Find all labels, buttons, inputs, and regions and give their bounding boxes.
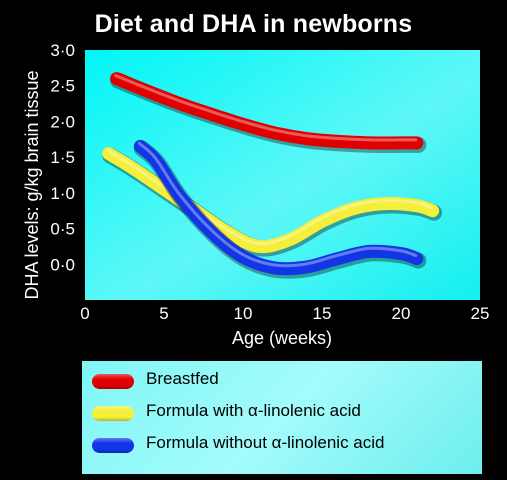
x-axis-label: Age (weeks) (232, 328, 332, 348)
series-line-formula-with-ala-highlight (106, 149, 434, 246)
legend-label: Formula without α-linolenic acid (146, 433, 385, 452)
y-axis-label: DHA levels: g/kg brain tissue (22, 70, 42, 299)
x-tick-label: 10 (234, 304, 253, 323)
y-tick-label: 1·0 (50, 184, 75, 203)
legend-swatch (92, 438, 134, 453)
x-tick-label: 0 (80, 304, 89, 323)
legend-label: Formula with α-linolenic acid (146, 401, 361, 420)
y-tick-label: 3·0 (50, 41, 75, 60)
series-lines (102, 72, 443, 279)
legend-item: Formula with α-linolenic acid (82, 398, 482, 428)
x-tick-label: 20 (392, 304, 411, 323)
legend-item: Formula without α-linolenic acid (82, 430, 482, 460)
legend: Breastfed Formula with α-linolenic acid Fo… (82, 361, 482, 474)
legend-label: Breastfed (146, 369, 219, 388)
series-line-formula-without-ala (133, 139, 424, 276)
legend-item: Breastfed (82, 366, 482, 396)
y-tick-label: 0·5 (50, 220, 75, 239)
series-line-formula-with-ala (102, 147, 440, 254)
x-tick-labels: 0 5 10 15 20 25 (80, 304, 489, 323)
series-line-breastfed-highlight (114, 74, 418, 142)
y-tick-label: 2·5 (50, 77, 75, 96)
series-line-breastfed (110, 72, 424, 150)
legend-swatch (92, 374, 134, 389)
series-line-formula-without-ala-highlight (137, 141, 418, 268)
y-tick-label: 1·5 (50, 148, 75, 167)
y-tick-label: 2·0 (50, 112, 75, 131)
x-tick-label: 15 (313, 304, 332, 323)
chart-title: Diet and DHA in newborns (94, 10, 413, 38)
x-tick-label: 25 (471, 304, 490, 323)
x-tick-label: 5 (159, 304, 168, 323)
legend-swatch (92, 406, 134, 421)
y-tick-label: 0·0 (50, 255, 75, 274)
y-tick-labels: 0·0 0·5 1·0 1·5 2·0 2·5 3·0 (50, 41, 75, 274)
